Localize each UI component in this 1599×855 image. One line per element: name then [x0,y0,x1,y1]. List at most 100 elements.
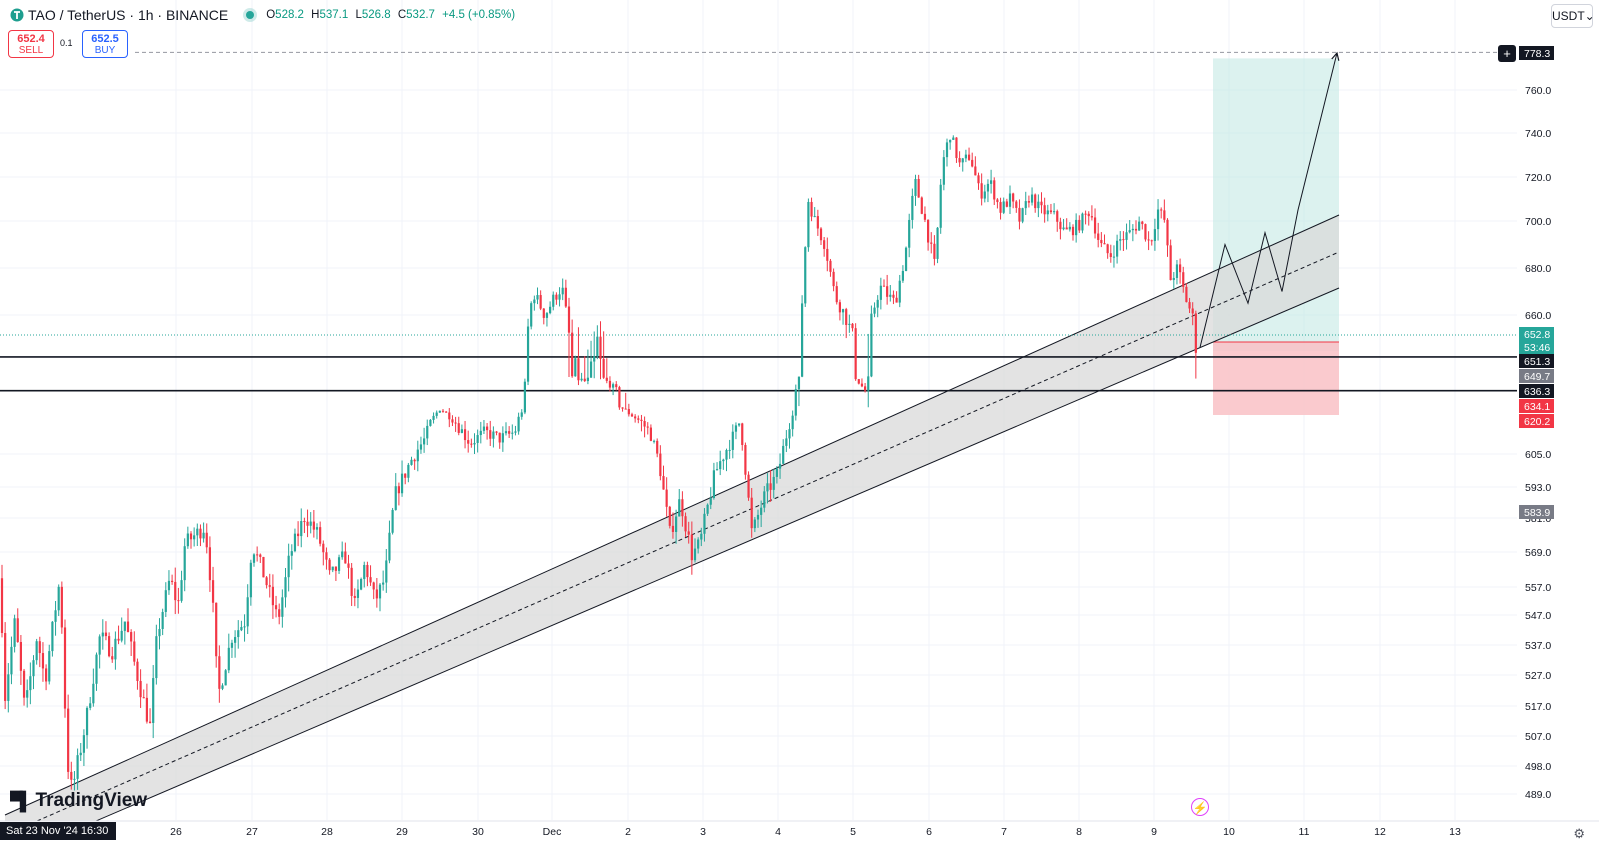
y-tick-10: 557.0 [1525,582,1551,594]
candle-199 [627,408,630,415]
candle-7 [22,670,26,698]
candle-246 [775,468,778,477]
candle-233 [734,425,738,432]
candle-186 [586,377,589,382]
channel-lower-line [15,287,1340,855]
candle-327 [1030,194,1034,203]
price-label-bg-5 [1519,384,1554,398]
x-tick-9: 5 [850,826,856,838]
candle-314 [990,180,993,184]
candle-134 [423,438,426,445]
candle-176 [555,294,558,300]
candle-250 [788,429,791,439]
candle-193 [608,380,612,388]
candle-209 [659,453,662,477]
candle-353 [1112,256,1116,258]
candle-213 [671,525,675,532]
y-tick-11: 547.0 [1525,610,1551,622]
candle-293 [923,213,927,220]
candle-187 [589,361,593,378]
candle-131 [413,459,416,462]
candle-217 [684,516,687,532]
candle-63 [199,528,202,539]
candle-280 [882,285,886,287]
candle-329 [1037,201,1040,209]
candle-154 [486,426,489,431]
candle-278 [876,299,879,308]
candle-24 [76,755,79,779]
candle-118 [372,582,375,590]
candle-334 [1053,211,1056,213]
add-alert-plus-icon[interactable]: + [1498,45,1516,62]
y-tick-5: 660.0 [1525,310,1551,322]
candle-235 [741,423,744,445]
candle-129 [407,464,410,478]
candle-73 [230,642,234,648]
candle-310 [977,175,980,184]
candle-94 [297,533,300,537]
candle-275 [867,376,870,391]
candle-208 [656,440,659,454]
buy-button[interactable]: 652.5 BUY [82,30,128,58]
candle-218 [687,531,690,535]
tradingview-mark-icon: ▀▌ [10,790,32,811]
candle-6 [19,642,22,671]
candle-78 [246,597,249,627]
candle-195 [615,384,618,388]
candle-111 [350,567,353,596]
candle-316 [996,199,999,203]
price-label-bg-8 [1519,505,1554,519]
candle-223 [703,513,706,534]
candle-221 [697,539,700,549]
price-label-8: 583.9 [1524,507,1550,519]
symbol-title[interactable]: TAO / TetherUS · 1h · BINANCE [28,7,229,23]
candle-375 [1182,272,1185,287]
gear-icon[interactable]: ⚙ [1573,826,1585,841]
candle-45 [142,697,145,699]
chart-header: TAO / TetherUS · 1h · BINANCE O528.2 H53… [10,4,519,26]
candle-58 [183,546,186,581]
candle-212 [668,506,671,526]
candle-361 [1138,221,1141,231]
x-tick-4: 30 [472,826,484,838]
candle-302 [952,137,955,140]
y-tick-15: 507.0 [1525,731,1551,743]
price-label-4: 649.7 [1524,371,1550,383]
candle-104 [328,559,331,571]
candle-323 [1018,207,1021,222]
price-label-0: 778.3 [1524,48,1550,60]
candle-276 [870,313,873,377]
buy-price: 652.5 [91,33,119,45]
candle-122 [385,560,388,583]
candle-252 [794,389,797,416]
candle-312 [983,191,986,199]
candle-170 [536,295,539,300]
candle-15 [48,651,51,682]
tradingview-logo[interactable]: ▀▌ TradingView [10,790,147,812]
candle-117 [369,577,372,583]
candle-351 [1106,244,1109,254]
lightning-icon[interactable]: ⚡ [1191,798,1209,816]
candle-89 [281,597,284,617]
candle-37 [117,638,120,641]
candle-75 [237,630,240,638]
candle-190 [599,336,602,359]
sell-button[interactable]: 652.4 SELL [8,30,54,58]
candle-279 [879,285,882,300]
candle-159 [501,433,504,443]
candle-317 [999,202,1002,213]
candle-260 [819,228,823,241]
candle-188 [593,356,596,362]
currency-selector[interactable]: USDT⌄ [1551,4,1595,28]
y-tick-4: 680.0 [1525,263,1551,275]
candle-243 [766,483,769,492]
candle-29 [92,683,95,704]
open-value: 528.2 [275,9,304,21]
candle-18 [57,586,60,611]
candle-295 [930,242,933,244]
candle-183 [577,358,580,381]
candle-320 [1008,193,1012,207]
candle-16 [51,621,54,652]
candle-144 [454,422,457,424]
